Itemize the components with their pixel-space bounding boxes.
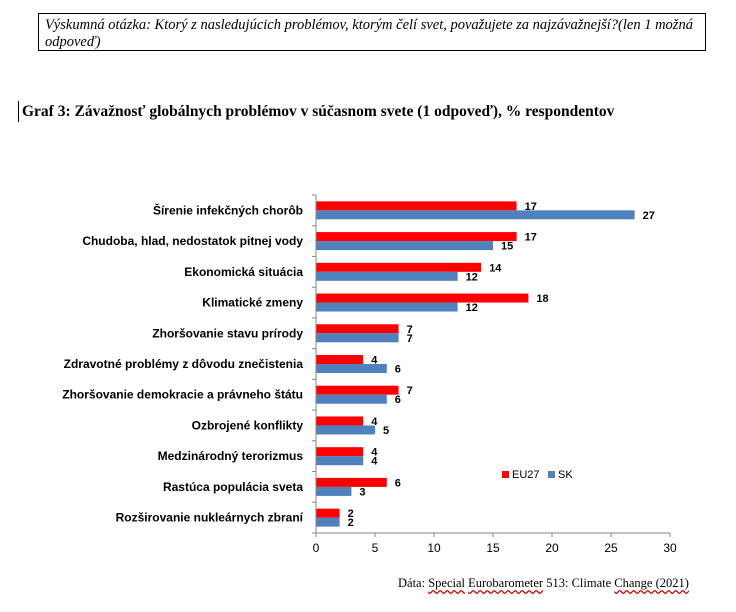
- x-tick-label: 25: [604, 541, 618, 555]
- value-label-sk: 5: [383, 425, 389, 437]
- value-label-sk: 12: [466, 271, 478, 283]
- bar-sk: [316, 333, 399, 343]
- value-label-sk: 6: [395, 394, 401, 406]
- bar-eu27: [316, 416, 364, 426]
- source-middle: Eurobarometer: [468, 576, 544, 590]
- value-label-sk: 4: [371, 456, 378, 468]
- research-question-text: Výskumná otázka: Ktorý z nasledujúcich p…: [45, 17, 693, 50]
- value-label-eu27: 4: [371, 355, 378, 367]
- bar-eu27: [316, 355, 364, 364]
- bar-sk: [316, 302, 458, 312]
- value-label-sk: 27: [643, 210, 655, 222]
- bar-eu27: [316, 201, 517, 211]
- x-tick-label: 10: [427, 541, 441, 555]
- bar-sk: [316, 425, 375, 435]
- category-label: Zdravotné problémy z dôvodu znečistenia: [64, 357, 304, 371]
- bar-eu27: [316, 447, 364, 457]
- bar-sk: [316, 210, 635, 220]
- value-label-sk: 15: [501, 241, 513, 253]
- value-label-sk: 6: [395, 364, 401, 376]
- bar-eu27: [316, 293, 529, 303]
- bar-sk: [316, 517, 340, 527]
- value-label-eu27: 14: [489, 262, 502, 274]
- legend-label-eu27: EU27: [512, 469, 540, 481]
- value-label-eu27: 18: [536, 293, 548, 305]
- source-suffix: Change (2021): [614, 576, 689, 590]
- value-label-eu27: 17: [525, 232, 537, 244]
- bar-sk: [316, 486, 352, 496]
- bar-eu27: [316, 324, 399, 334]
- x-tick-label: 15: [486, 541, 500, 555]
- category-label: Ekonomická situácia: [184, 265, 303, 279]
- research-question: Výskumná otázka: Ktorý z nasledujúcich p…: [38, 13, 706, 51]
- chart-title: Graf 3: Závažnosť globálnych problémov v…: [18, 101, 614, 122]
- value-label-eu27: 7: [407, 385, 413, 397]
- value-label-eu27: 6: [395, 477, 401, 489]
- legend-label-sk: SK: [558, 469, 573, 481]
- value-label-sk: 12: [466, 302, 478, 314]
- bar-eu27: [316, 477, 387, 487]
- bar-eu27: [316, 508, 340, 518]
- x-tick-label: 5: [372, 541, 379, 555]
- source-prefix: Dáta:: [398, 576, 426, 590]
- value-label-sk: 7: [407, 333, 413, 345]
- category-label: Rastúca populácia sveta: [163, 480, 303, 494]
- bar-sk: [316, 394, 387, 404]
- x-tick-label: 20: [545, 541, 559, 555]
- value-label-eu27: 2: [348, 508, 354, 520]
- value-label-eu27: 17: [525, 201, 537, 213]
- value-label-eu27: 4: [371, 416, 378, 428]
- x-tick-label: 0: [313, 541, 320, 555]
- bar-eu27: [316, 385, 399, 395]
- source-name: Special: [428, 576, 465, 590]
- value-label-eu27: 7: [407, 324, 413, 336]
- value-label-sk: 2: [348, 517, 354, 529]
- legend-swatch-eu27: [502, 471, 509, 478]
- value-label-sk: 3: [359, 486, 365, 498]
- category-label: Zhoršovanie stavu prírody: [152, 326, 303, 340]
- category-label: Klimatické zmeny: [202, 296, 303, 310]
- x-tick-label: 30: [663, 541, 677, 555]
- bar-sk: [316, 456, 364, 466]
- category-label: Medzinárodný terorizmus: [158, 449, 304, 463]
- category-label: Ozbrojené konflikty: [192, 418, 304, 432]
- category-label: Zhoršovanie demokracie a právneho štátu: [62, 388, 303, 402]
- bar-eu27: [316, 232, 517, 242]
- bar-eu27: [316, 262, 482, 272]
- category-label: Chudoba, hlad, nedostatok pitnej vody: [82, 234, 303, 248]
- source-number: 513: Climate: [546, 576, 612, 590]
- bar-sk: [316, 364, 387, 373]
- category-label: Šírenie infekčných chorôb: [153, 202, 303, 217]
- bar-sk: [316, 271, 458, 281]
- category-label: Rozširovanie nukleárnych zbraní: [116, 511, 304, 525]
- source-note: Dáta: Special Eurobarometer 513: Climate…: [398, 576, 689, 591]
- legend-swatch-sk: [548, 471, 555, 478]
- value-label-eu27: 4: [371, 447, 378, 459]
- bar-sk: [316, 241, 493, 251]
